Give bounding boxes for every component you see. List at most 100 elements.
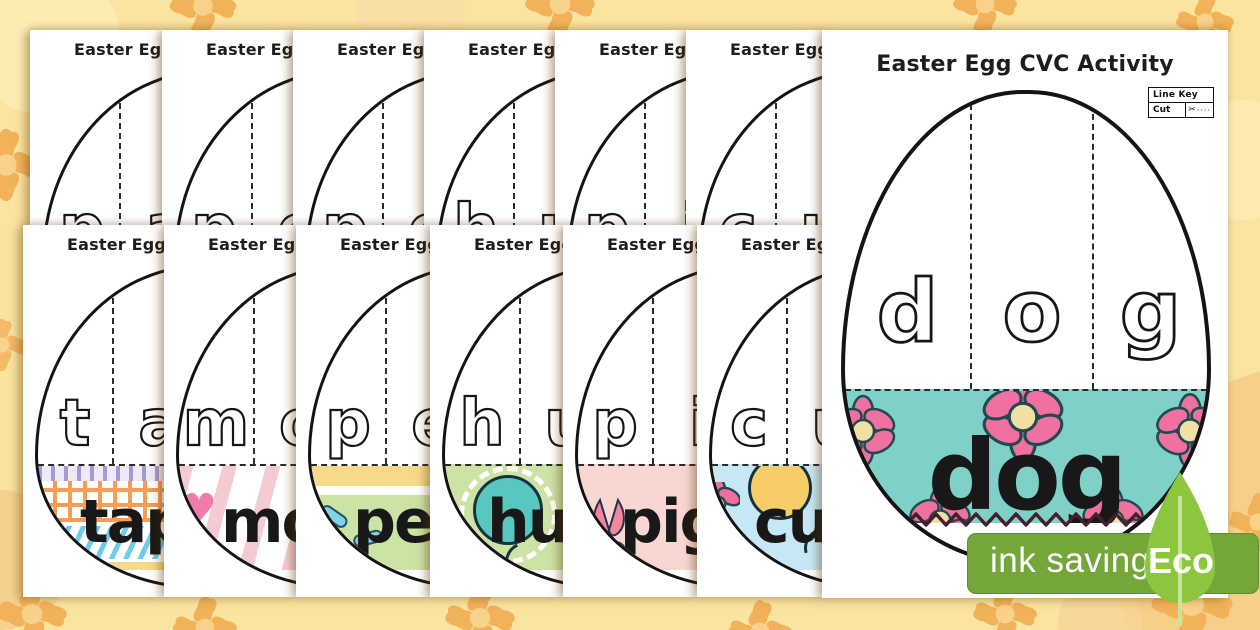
egg-letter: a [137,391,164,457]
stacked-page: Easter Egg CVC Activity p a n [30,30,162,225]
egg-outline: p o t [305,70,424,225]
egg-letter: u [543,391,563,457]
egg-letter: h [452,196,500,225]
egg-letter: i [680,196,686,225]
page-title: Easter Egg CVC Activity [599,40,686,59]
page-title: Easter Egg CVC Activity [741,235,823,254]
egg-outline: h u t hut [442,265,563,589]
egg-outline: h u t [436,70,555,225]
egg-letter-sections: h u t [439,73,555,225]
tulip-icon [591,497,627,552]
egg-outline: p a n [42,70,162,225]
eco-leaf-icon [1145,472,1215,626]
line-key-header: Line Key [1149,88,1213,103]
egg-letter-sections: p o t [308,73,424,225]
stacked-page-pig: Easter Egg CVC Activity p i g pig [563,225,697,597]
egg-letter: t [59,387,92,461]
cut-label: Cut [1149,103,1187,117]
patterned-egg-band: tap [38,464,164,570]
page-title: Easter Egg CVC Activity [340,235,430,254]
swirl-pattern [38,466,164,481]
egg-letter: p [58,196,106,225]
stripe-pattern [179,466,296,570]
egg-letter-sections: c u p [701,73,823,225]
egg-letter-sections: t a p [38,268,164,464]
page-title: Easter Egg CVC Activity [208,235,296,254]
stacked-page: Easter Egg CVC Activity p e n [162,30,293,225]
egg-letter: u [810,391,823,457]
egg-letter-sections: p i g [570,73,686,225]
egg-letter: u [799,196,823,225]
page-title: Easter Egg CVC Activity [337,40,424,59]
egg-letter: d [875,262,939,362]
egg-letter-sections: c u p [712,268,823,464]
cvc-word: peg [353,487,430,557]
egg-outline: m o p ♥ mop [176,265,296,589]
cvc-word: pig [620,487,697,557]
patterned-egg-band: dog [845,389,1207,523]
page-title: Easter Egg CVC Activity [474,235,563,254]
stacked-page-peg: Easter Egg CVC Activity p e g peg [296,225,430,597]
page-title: Easter Egg CVC Activity [67,235,164,254]
paisley-ring [459,466,557,564]
egg-outline: p i g pig [575,265,697,589]
egg-letter: p [591,387,639,461]
egg-outline: c u p [698,70,823,225]
egg-letter-sections: p a n [45,73,162,225]
egg-outline: p e g peg [308,265,430,589]
egg-letter: h [458,387,506,461]
egg-letter: p [324,387,372,461]
cvc-word: hut [487,487,563,557]
egg-letter: g [1118,262,1182,362]
cvc-word: dog [927,419,1128,523]
egg-letter: e [410,391,430,457]
stacked-page: Easter Egg CVC Activity c u p [686,30,823,225]
egg-letter: a [144,196,162,225]
egg-letter: o [1001,262,1063,362]
cut-line-dots: ···· [1196,105,1211,115]
cvc-word: tap [80,487,164,557]
front-page: Easter Egg CVC Activity Line Key Cut ✂ ·… [822,30,1228,598]
egg-outline: c u p cup [709,265,823,589]
stacked-page-mop: Easter Egg CVC Activity m o p ♥ mop [164,225,296,597]
page-title: Easter Egg CVC Activity [74,40,162,59]
scissors-icon: ✂ [1188,105,1196,115]
egg-letter-sections: p e g [311,268,430,464]
egg-letter-sections: p i g [578,268,697,464]
patterned-egg-band: pig [578,464,697,570]
page-title: Easter Egg CVC Activity [206,40,293,59]
stacked-page: Easter Egg CVC Activity p o t [293,30,424,225]
egg-letter-sections: m o p [179,268,296,464]
heart-icon: ♥ [181,486,217,532]
egg-letter: p [321,196,369,225]
patterned-egg-band: ♥ mop [179,464,296,570]
patterned-egg-band: peg [311,464,430,570]
egg-letter-sections: h u t [445,268,563,464]
cvc-word: cup [754,487,823,557]
egg-outline: t a p tap [35,265,164,589]
stacked-page: Easter Egg CVC Activity p i g [555,30,686,225]
line-key: Line Key Cut ✂ ···· [1148,87,1214,118]
teal-circle [473,475,543,545]
egg-letter: i [688,391,697,457]
egg-letter: p [583,196,631,225]
egg-letter: o [407,196,424,225]
chevron-pattern [38,526,164,559]
egg-letter: u [537,196,555,225]
egg-letter: m [182,387,251,461]
page-title: Easter Egg CVC Activity [876,52,1174,77]
stacked-page-hut: Easter Egg CVC Activity h u t hut [430,225,563,597]
egg-letter-sections: p e n [177,73,293,225]
egg-letter: p [190,196,238,225]
yellow-band [311,466,430,491]
egg-outline: p e n [174,70,293,225]
pink-flower-icon [712,482,740,526]
patterned-egg-band: cup [712,464,823,570]
cvc-word: mop [221,487,296,557]
page-title: Easter Egg CVC Activity [607,235,697,254]
ink-saving-label: ink saving [990,541,1151,580]
page-title: Easter Egg CVC Activity [468,40,555,59]
egg-outline: p i g [567,70,686,225]
page-title: Easter Egg CVC Activity [730,40,823,59]
